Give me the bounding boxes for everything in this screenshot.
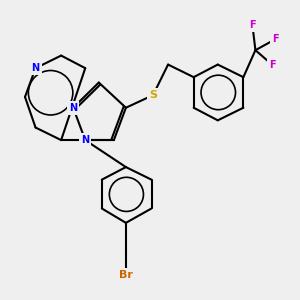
- Text: S: S: [149, 90, 157, 100]
- Text: F: F: [272, 34, 278, 44]
- Text: N: N: [69, 103, 77, 113]
- Text: N: N: [81, 135, 89, 145]
- Text: N: N: [32, 63, 40, 73]
- Text: F: F: [269, 60, 275, 70]
- Text: Br: Br: [119, 270, 133, 280]
- Text: F: F: [249, 20, 256, 30]
